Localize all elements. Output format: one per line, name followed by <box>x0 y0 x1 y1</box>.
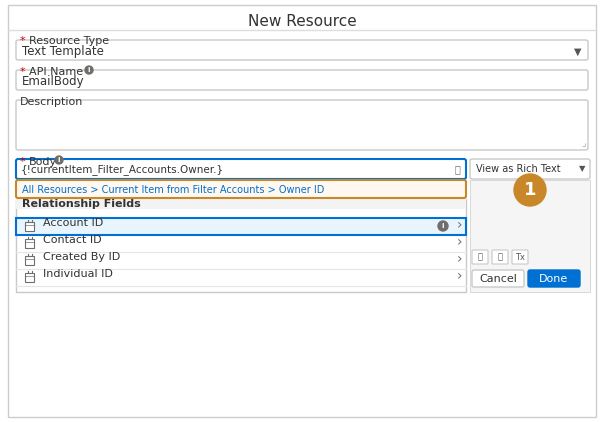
Text: Tx: Tx <box>515 252 525 262</box>
Circle shape <box>514 174 546 206</box>
FancyBboxPatch shape <box>472 250 488 264</box>
Bar <box>470 180 590 292</box>
Bar <box>16 198 466 209</box>
Text: EmailBody: EmailBody <box>22 75 85 88</box>
Text: All Resources > Current Item from Filter Accounts > Owner ID: All Resources > Current Item from Filter… <box>22 185 324 195</box>
Text: ⌟: ⌟ <box>582 138 586 148</box>
Text: 🔍: 🔍 <box>454 164 460 174</box>
FancyBboxPatch shape <box>472 270 524 287</box>
Bar <box>16 199 466 292</box>
Bar <box>25 256 34 265</box>
Text: ›: › <box>457 269 463 283</box>
Text: *: * <box>20 36 29 46</box>
FancyBboxPatch shape <box>528 270 580 287</box>
Text: ›: › <box>457 252 463 266</box>
Text: {!currentItem_Filter_Accounts.Owner.}: {!currentItem_Filter_Accounts.Owner.} <box>21 164 224 175</box>
FancyBboxPatch shape <box>16 40 588 60</box>
FancyBboxPatch shape <box>16 100 588 150</box>
Text: Created By ID: Created By ID <box>43 252 120 262</box>
FancyBboxPatch shape <box>16 70 588 90</box>
Text: New Resource: New Resource <box>248 14 356 29</box>
Text: 🔗: 🔗 <box>478 252 483 262</box>
Bar <box>25 222 34 231</box>
Text: ▼: ▼ <box>579 165 585 173</box>
FancyBboxPatch shape <box>512 250 528 264</box>
Circle shape <box>55 156 63 164</box>
Text: API Name: API Name <box>29 67 83 77</box>
Text: *: * <box>20 67 29 77</box>
Circle shape <box>438 221 448 231</box>
Text: Individual ID: Individual ID <box>43 269 113 279</box>
Text: Done: Done <box>539 274 568 284</box>
FancyBboxPatch shape <box>470 159 590 179</box>
Text: Text Template: Text Template <box>22 45 104 58</box>
Text: Body: Body <box>29 157 57 167</box>
Text: i: i <box>88 67 90 73</box>
Text: 🖼: 🖼 <box>498 252 503 262</box>
Text: i: i <box>442 223 445 229</box>
Text: Description: Description <box>20 97 83 107</box>
Circle shape <box>85 66 93 74</box>
Text: Contact ID: Contact ID <box>43 235 101 245</box>
Text: Cancel: Cancel <box>479 274 517 284</box>
Text: ▼: ▼ <box>574 47 582 57</box>
FancyBboxPatch shape <box>492 250 508 264</box>
FancyBboxPatch shape <box>16 159 466 179</box>
Bar <box>25 239 34 248</box>
Text: View as Rich Text: View as Rich Text <box>476 164 561 174</box>
Bar <box>25 273 34 282</box>
Text: Relationship Fields: Relationship Fields <box>22 199 141 209</box>
Text: i: i <box>58 157 60 163</box>
Text: ›: › <box>457 235 463 249</box>
FancyBboxPatch shape <box>16 180 466 198</box>
Text: 1: 1 <box>524 181 536 199</box>
Text: ›: › <box>457 218 463 232</box>
Text: Account ID: Account ID <box>43 218 103 228</box>
Text: Resource Type: Resource Type <box>29 36 109 46</box>
Text: *: * <box>20 157 29 167</box>
Bar <box>16 218 466 235</box>
